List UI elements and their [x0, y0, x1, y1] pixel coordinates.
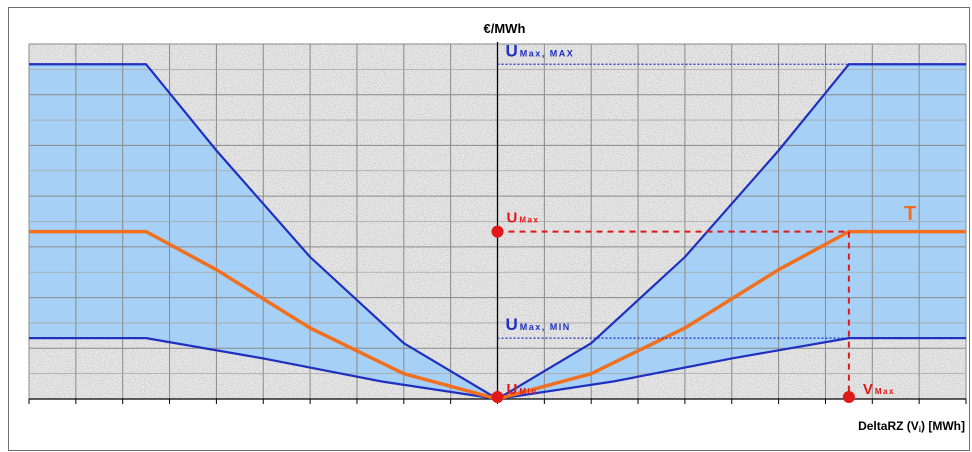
- series-group: [29, 63, 966, 399]
- y-axis-label: €/MWh: [484, 21, 526, 36]
- point-umax: [491, 225, 504, 238]
- grid: [28, 43, 967, 400]
- label-umaxmax: U Max, MAX: [506, 41, 575, 60]
- annotation-group: U Max, MAX U Max, MIN U Max V Max U Min T: [491, 41, 916, 403]
- label-vmax: V Max: [863, 381, 895, 398]
- label-umin: U Min: [507, 381, 538, 398]
- x-axis-label: DeltaRZ (Vi) [MWh]: [858, 419, 965, 434]
- series-line-lower: [29, 337, 966, 399]
- label-umaxmin: U Max, MIN: [506, 315, 571, 334]
- point-umin: [491, 391, 504, 403]
- series-line-t: [29, 229, 966, 399]
- series-line-upper: [29, 63, 966, 399]
- series-label-t: T: [904, 203, 916, 225]
- point-vmax: [842, 391, 855, 403]
- label-umax: U Max: [507, 210, 540, 227]
